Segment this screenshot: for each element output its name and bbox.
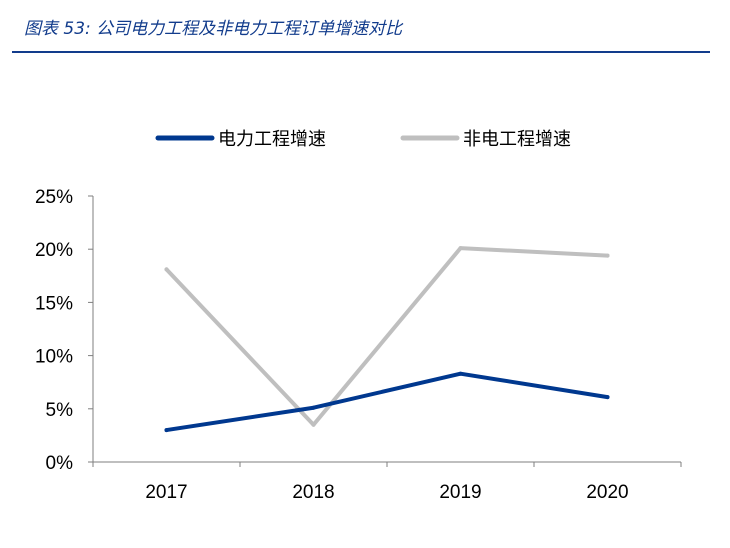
data-point-power	[164, 428, 169, 433]
data-point-nonpower	[311, 422, 316, 427]
data-point-nonpower	[605, 253, 610, 258]
y-axis: 0% 5% 10% 15% 20% 25%	[35, 187, 94, 474]
series-group	[164, 246, 610, 433]
series-line-nonpower	[164, 246, 610, 427]
legend: 电力工程增速 非电工程增速	[155, 129, 571, 150]
y-tick-label: 15%	[35, 293, 73, 314]
y-tick-label: 25%	[35, 187, 73, 208]
legend-label-power: 电力工程增速	[218, 129, 326, 150]
x-tick-label: 2020	[586, 482, 628, 503]
x-tick-label: 2019	[439, 482, 481, 503]
figure-title: 图表 53: 公司电力工程及非电力工程订单增速对比	[24, 19, 403, 39]
series-line-power	[164, 371, 610, 433]
data-point-nonpower	[164, 267, 169, 272]
x-tick-label: 2017	[145, 482, 187, 503]
legend-label-nonpower: 非电工程增速	[463, 129, 571, 150]
data-point-power	[311, 405, 316, 410]
x-tick-label: 2018	[292, 482, 334, 503]
y-tick-label: 0%	[46, 453, 74, 474]
title-rule	[12, 51, 710, 53]
data-point-power	[605, 395, 610, 400]
y-tick-label: 10%	[35, 347, 73, 368]
data-point-nonpower	[458, 246, 463, 251]
y-tick-label: 20%	[35, 240, 73, 261]
x-axis: 2017 2018 2019 2020	[92, 461, 682, 503]
data-point-power	[458, 371, 463, 376]
y-tick-label: 5%	[46, 400, 74, 421]
